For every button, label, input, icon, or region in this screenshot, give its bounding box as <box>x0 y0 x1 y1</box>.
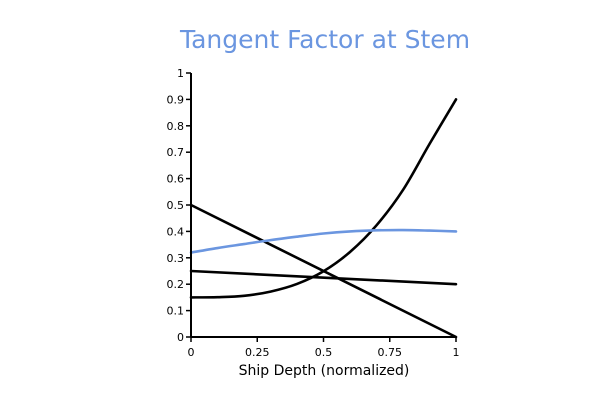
series-line-4 <box>189 228 458 254</box>
x-tick-label: 0.75 <box>378 346 403 359</box>
y-tick-label: 0.2 <box>167 278 185 291</box>
ticks-layer: 0 0.1 0.2 0.3 0.4 0.5 0.6 0.7 0.8 0.9 1 0 0.25 0.5 0.7… <box>167 67 460 359</box>
y-tick-label: 0 <box>177 331 184 344</box>
chart-title: Tangent Factor at Stem <box>179 25 470 54</box>
y-tick-label: 0.8 <box>167 120 185 133</box>
x-tick-label: 0 <box>188 346 195 359</box>
y-tick-label: 1 <box>177 67 184 80</box>
x-tick-label: 0.5 <box>315 346 333 359</box>
y-tick-label: 0.3 <box>167 252 185 265</box>
y-tick-label: 0.7 <box>167 146 185 159</box>
y-tick-label: 0.9 <box>167 93 185 106</box>
x-tick-label: 0.25 <box>245 346 270 359</box>
y-tick-label: 0.5 <box>167 199 185 212</box>
series-layer <box>189 98 458 339</box>
series-line-3 <box>189 98 458 299</box>
y-tick-label: 0.1 <box>167 305 185 318</box>
series-line-2 <box>189 269 458 286</box>
y-tick-label: 0.4 <box>167 225 185 238</box>
x-axis-label: Ship Depth (normalized) <box>239 363 410 379</box>
y-tick-label: 0.6 <box>167 173 185 186</box>
x-tick-label: 1 <box>453 346 460 359</box>
